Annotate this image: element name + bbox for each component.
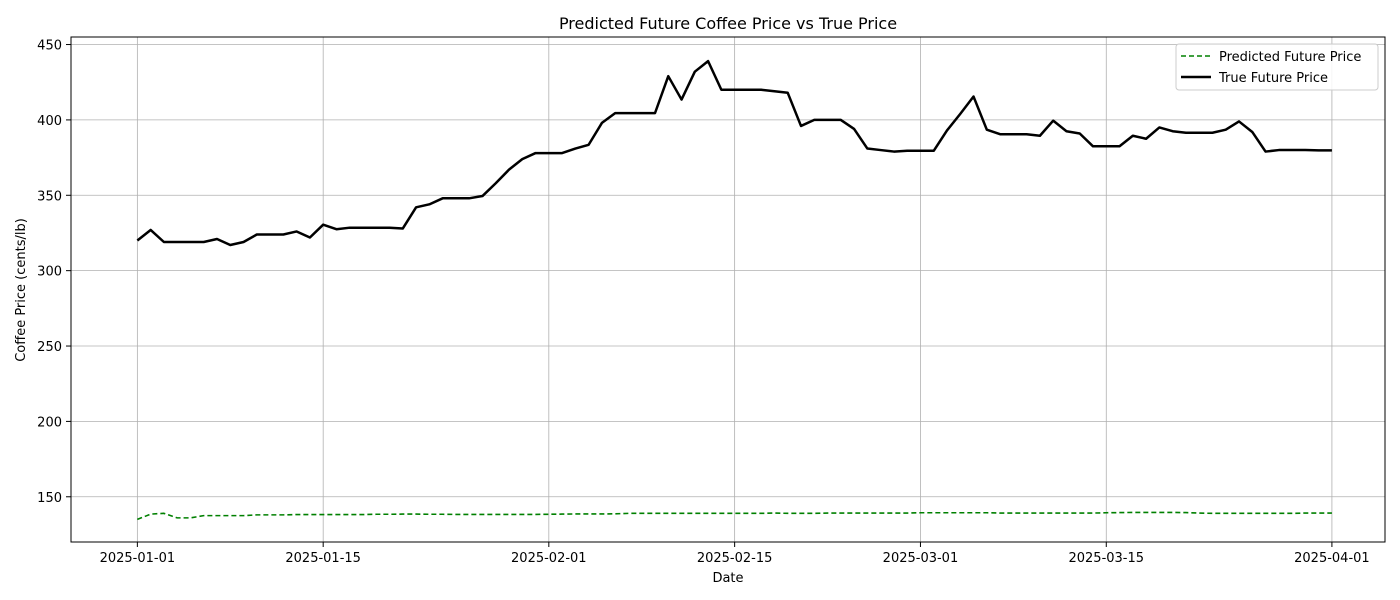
axis-ticks: 2025-01-01 2025-01-15 2025-02-01 2025-02-15… xyxy=(37,39,1370,566)
x-tick-label: 2025-01-01 xyxy=(100,551,176,566)
y-tick-label: 300 xyxy=(37,265,62,280)
x-tick-label: 2025-03-01 xyxy=(883,551,959,566)
y-tick-label: 450 xyxy=(37,39,62,54)
y-tick-label: 200 xyxy=(37,415,62,430)
y-tick-label: 350 xyxy=(37,189,62,204)
x-axis-label: Date xyxy=(712,571,743,586)
series-lines xyxy=(136,59,1332,521)
x-tick-label: 2025-02-15 xyxy=(697,551,773,566)
y-axis-label: Coffee Price (cents/lb) xyxy=(14,218,29,362)
series-line-true xyxy=(136,59,1332,247)
grid-lines xyxy=(71,37,1385,542)
legend-box xyxy=(1175,43,1379,91)
x-tick-label: 2025-02-01 xyxy=(511,551,587,566)
x-tick-label: 2025-01-15 xyxy=(285,551,361,566)
legend-label-true: True Future Price xyxy=(1218,71,1328,86)
legend: Predicted Future Price True Future Price xyxy=(1175,43,1379,91)
y-tick-label: 150 xyxy=(37,491,62,506)
plot-area-frame xyxy=(70,36,1386,543)
x-tick-label: 2025-04-01 xyxy=(1294,551,1370,566)
y-tick-label: 400 xyxy=(37,114,62,129)
series-line-predicted xyxy=(137,511,1332,521)
y-tick-label: 250 xyxy=(37,340,62,355)
x-tick-label: 2025-03-15 xyxy=(1068,551,1144,566)
legend-label-predicted: Predicted Future Price xyxy=(1219,50,1361,65)
chart-title: Predicted Future Coffee Price vs True Pr… xyxy=(559,14,897,33)
